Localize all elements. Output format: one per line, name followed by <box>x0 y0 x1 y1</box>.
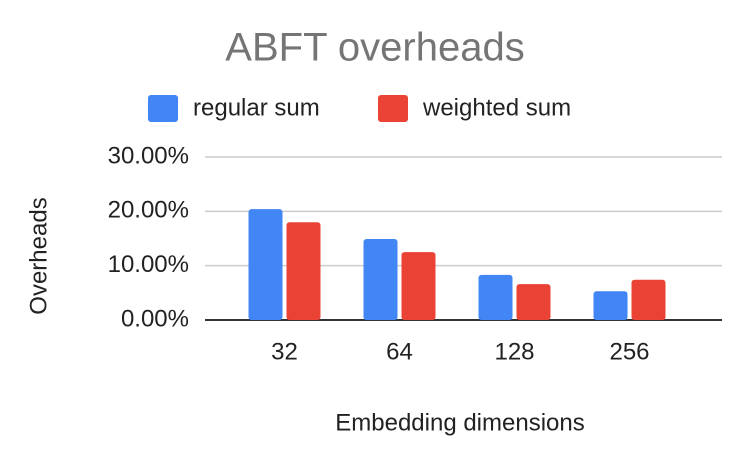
bar <box>516 284 551 320</box>
y-tick-label: 20.00% <box>108 197 189 224</box>
bar <box>286 222 321 320</box>
x-tick-label: 128 <box>494 338 534 365</box>
x-tick-label: 64 <box>386 338 413 365</box>
y-tick-label: 0.00% <box>121 305 189 332</box>
legend-swatch <box>378 95 408 122</box>
legend-swatch <box>148 95 178 122</box>
bar <box>631 279 666 320</box>
y-tick-label: 10.00% <box>108 251 189 278</box>
bar <box>363 239 398 320</box>
x-axis-label: Embedding dimensions <box>335 409 584 436</box>
legend-label: regular sum <box>193 94 320 121</box>
y-tick-label: 30.00% <box>108 142 189 169</box>
legend-label: weighted sum <box>422 94 571 121</box>
bar <box>478 274 513 320</box>
y-axis-label: Overheads <box>25 197 52 314</box>
x-tick-label: 32 <box>271 338 298 365</box>
bar <box>248 209 283 320</box>
bar <box>593 291 628 320</box>
chart-title: ABFT overheads <box>225 26 524 70</box>
bar <box>401 252 436 320</box>
x-tick-label: 256 <box>609 338 649 365</box>
